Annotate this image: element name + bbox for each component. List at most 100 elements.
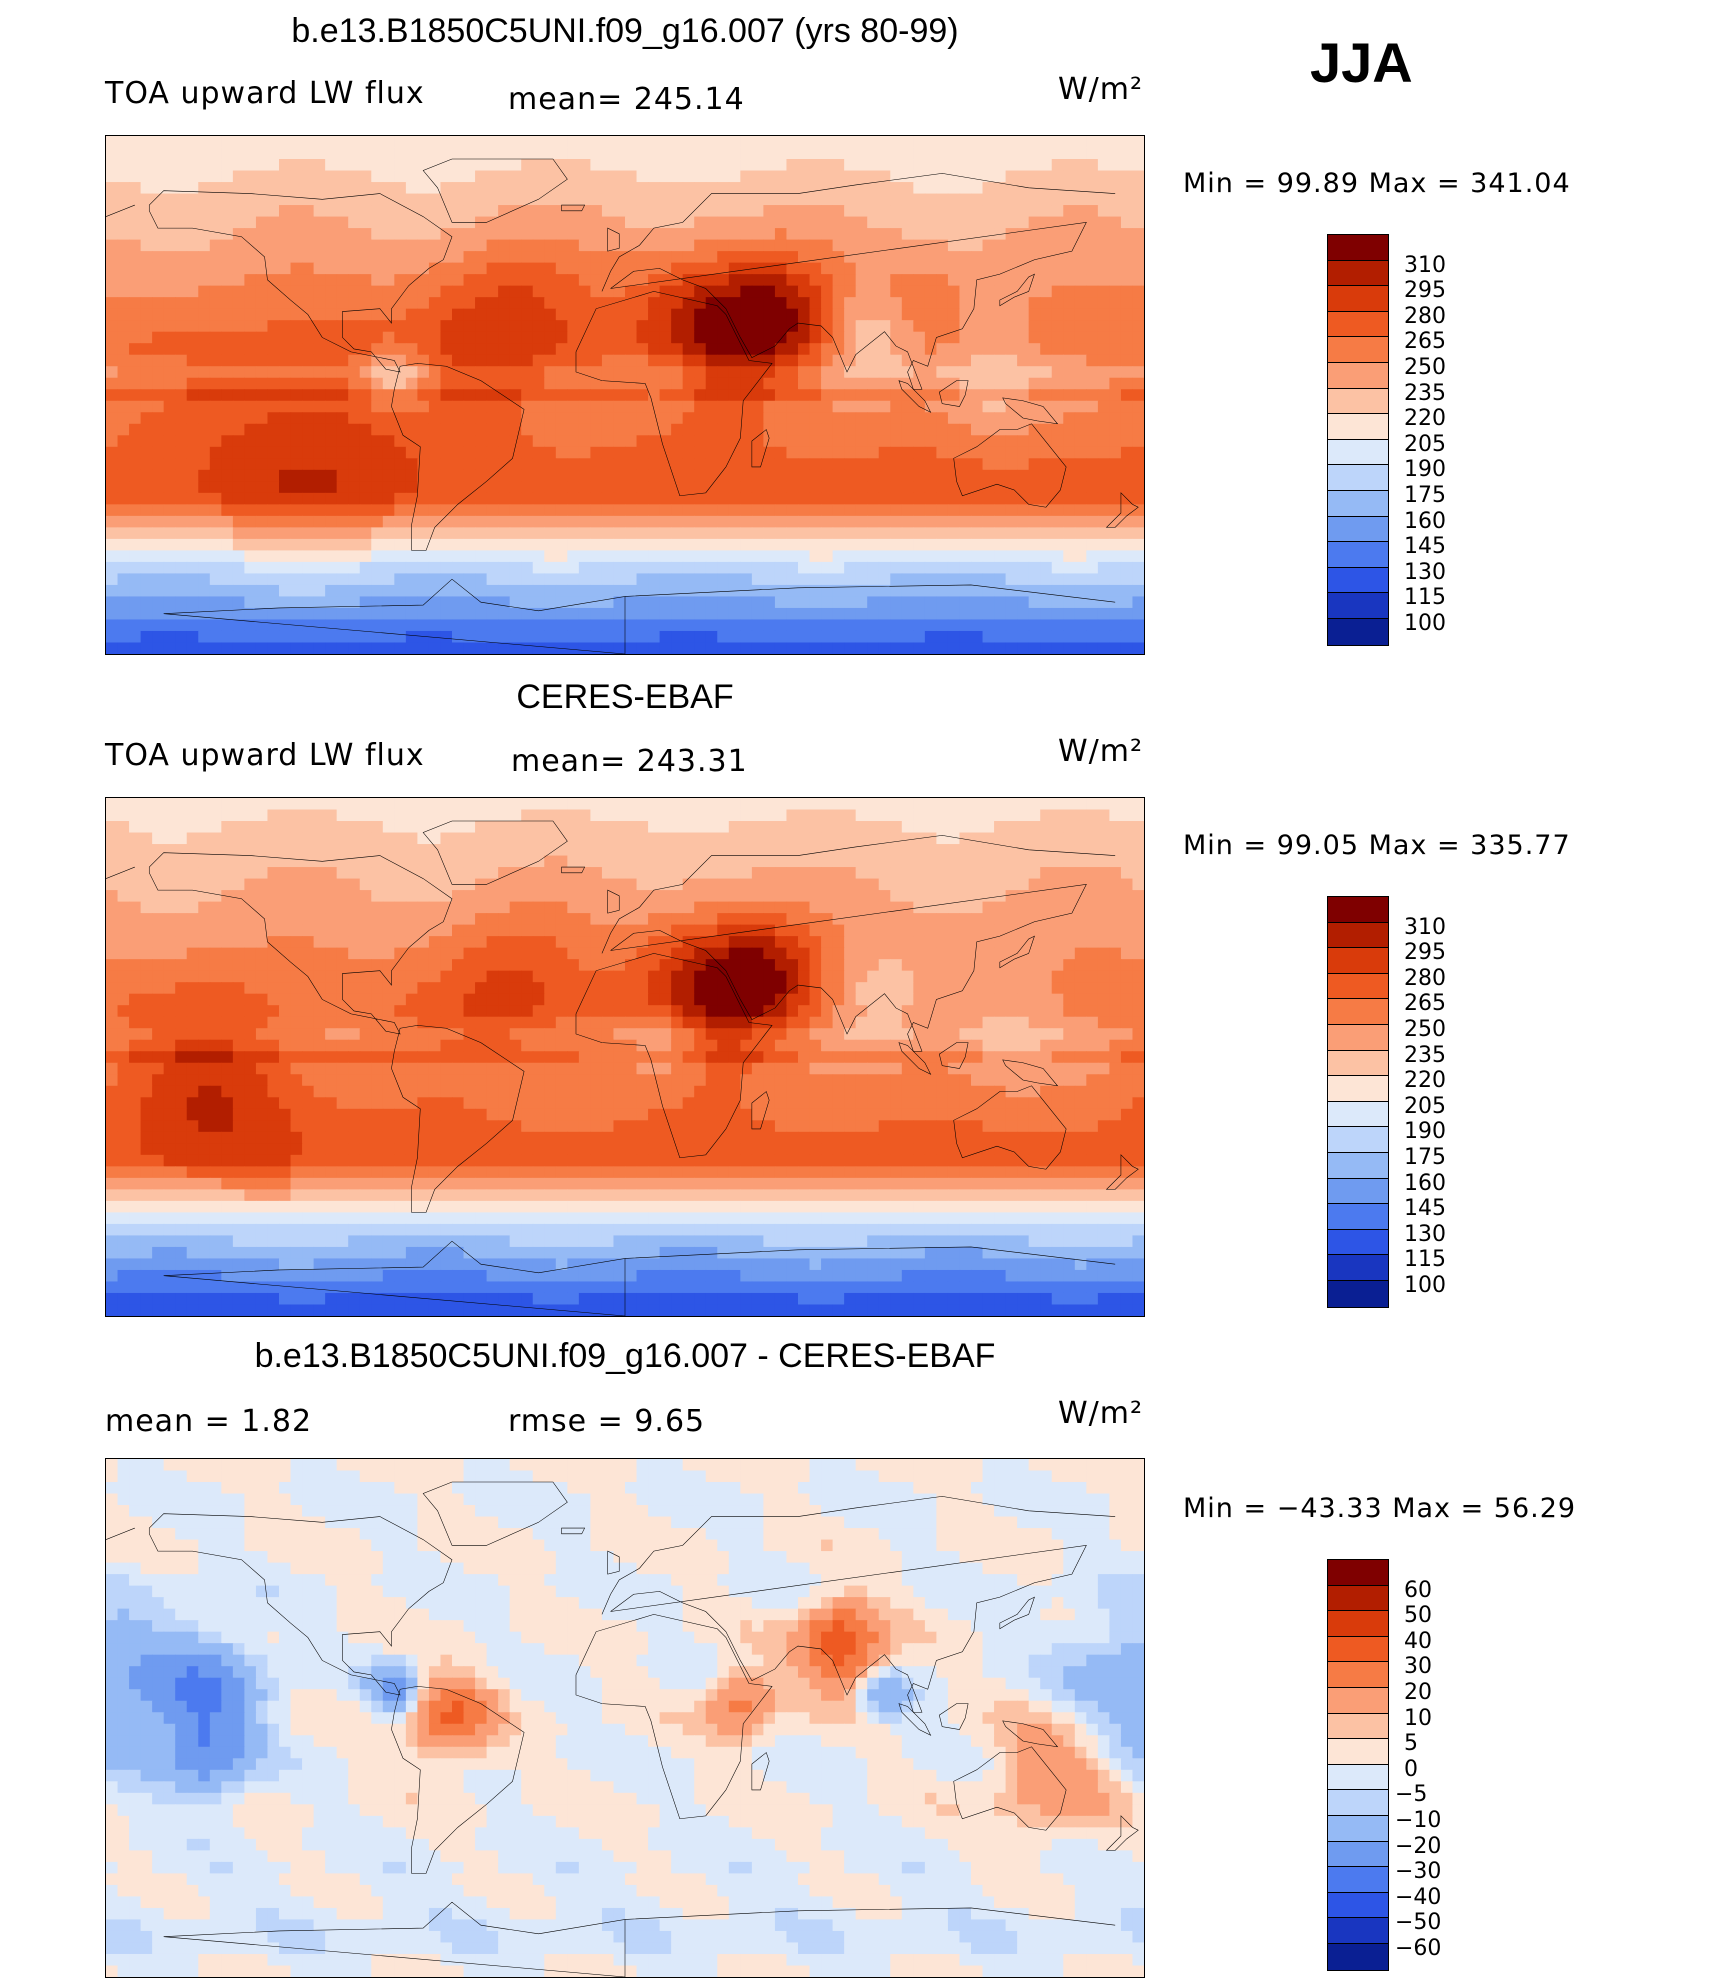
field-cell bbox=[290, 251, 303, 264]
field-cell bbox=[267, 205, 280, 218]
field-cell bbox=[382, 412, 395, 425]
field-cell bbox=[106, 331, 119, 344]
field-cell bbox=[982, 400, 995, 413]
field-cell bbox=[244, 809, 257, 822]
field-cell bbox=[659, 515, 672, 528]
field-cell bbox=[521, 136, 534, 149]
field-cell bbox=[625, 412, 638, 425]
field-cell bbox=[867, 136, 880, 149]
field-cell bbox=[1086, 205, 1099, 218]
field-cell bbox=[348, 832, 361, 845]
field-cell bbox=[117, 446, 130, 459]
field-cell bbox=[798, 878, 811, 891]
field-cell bbox=[1040, 619, 1053, 632]
field-cell bbox=[1005, 193, 1018, 206]
field-cell bbox=[705, 867, 718, 880]
field-cell bbox=[913, 182, 926, 195]
field-cell bbox=[175, 228, 188, 241]
field-cell bbox=[359, 832, 372, 845]
field-cell bbox=[232, 573, 245, 586]
field-cell bbox=[152, 832, 165, 845]
field-cell bbox=[924, 136, 937, 149]
field-cell bbox=[175, 435, 188, 448]
field-cell bbox=[1120, 435, 1134, 448]
field-cell bbox=[1063, 573, 1076, 586]
field-cell bbox=[325, 619, 338, 632]
field-cell bbox=[509, 809, 522, 822]
field-cell bbox=[544, 584, 557, 598]
field-cell bbox=[1040, 262, 1053, 275]
field-cell bbox=[728, 844, 741, 857]
field-cell bbox=[1109, 642, 1122, 654]
field-cell bbox=[486, 343, 499, 356]
field-cell bbox=[232, 867, 245, 880]
field-cell bbox=[1028, 228, 1041, 241]
field-cell bbox=[751, 170, 764, 183]
field-cell bbox=[1017, 527, 1030, 540]
field-cell bbox=[625, 504, 638, 517]
field-cell bbox=[463, 366, 476, 379]
field-cell bbox=[625, 527, 638, 540]
field-cell bbox=[682, 619, 695, 632]
field-cell bbox=[532, 147, 545, 160]
field-cell bbox=[959, 216, 972, 229]
field-cell bbox=[717, 377, 730, 390]
field-cell bbox=[117, 561, 130, 574]
field-cell bbox=[267, 170, 280, 183]
field-cell bbox=[1097, 878, 1110, 891]
field-cell bbox=[567, 274, 580, 287]
field-cell bbox=[682, 435, 695, 448]
field-cell bbox=[717, 216, 730, 229]
field-cell bbox=[106, 297, 119, 310]
field-cell bbox=[555, 527, 568, 540]
field-cell bbox=[279, 343, 292, 356]
field-cell bbox=[336, 285, 349, 298]
field-cell bbox=[809, 492, 822, 505]
field-cell bbox=[509, 389, 522, 402]
field-cell bbox=[786, 492, 799, 505]
field-cell bbox=[255, 285, 269, 298]
field-cell bbox=[313, 147, 326, 160]
field-cell bbox=[267, 147, 280, 160]
field-cell bbox=[428, 412, 442, 425]
field-cell bbox=[117, 550, 130, 563]
field-cell bbox=[867, 331, 880, 344]
field-cell bbox=[659, 821, 672, 834]
field-cell bbox=[1017, 331, 1030, 344]
field-cell bbox=[186, 285, 199, 298]
field-cell bbox=[232, 331, 245, 344]
field-cell bbox=[890, 890, 903, 903]
field-cell bbox=[867, 297, 880, 310]
field-cell bbox=[844, 630, 857, 644]
field-cell bbox=[613, 366, 626, 379]
field-cell bbox=[947, 239, 961, 252]
field-cell bbox=[175, 412, 188, 425]
field-cell bbox=[1040, 400, 1053, 413]
field-cell bbox=[763, 573, 776, 586]
field-cell bbox=[417, 435, 430, 448]
field-cell bbox=[844, 354, 857, 367]
field-cell bbox=[1074, 798, 1087, 811]
field-cell bbox=[590, 331, 603, 344]
field-cell bbox=[1109, 136, 1122, 149]
field-cell bbox=[1063, 205, 1076, 218]
field-cell bbox=[221, 262, 234, 275]
field-cell bbox=[798, 492, 811, 505]
field-cell bbox=[209, 527, 222, 540]
field-cell bbox=[971, 561, 984, 574]
field-cell bbox=[774, 504, 788, 517]
field-cell bbox=[117, 821, 130, 834]
field-cell bbox=[509, 504, 522, 517]
field-cell bbox=[982, 389, 995, 402]
field-cell bbox=[313, 619, 326, 632]
field-cell bbox=[221, 515, 234, 528]
field-cell bbox=[452, 867, 465, 880]
field-cell bbox=[382, 136, 395, 149]
field-cell bbox=[994, 798, 1007, 811]
field-cell bbox=[129, 619, 142, 632]
field-cell bbox=[867, 492, 880, 505]
field-cell bbox=[255, 901, 269, 914]
field-cell bbox=[1086, 584, 1099, 598]
field-cell bbox=[106, 527, 119, 540]
field-cell bbox=[371, 320, 384, 333]
